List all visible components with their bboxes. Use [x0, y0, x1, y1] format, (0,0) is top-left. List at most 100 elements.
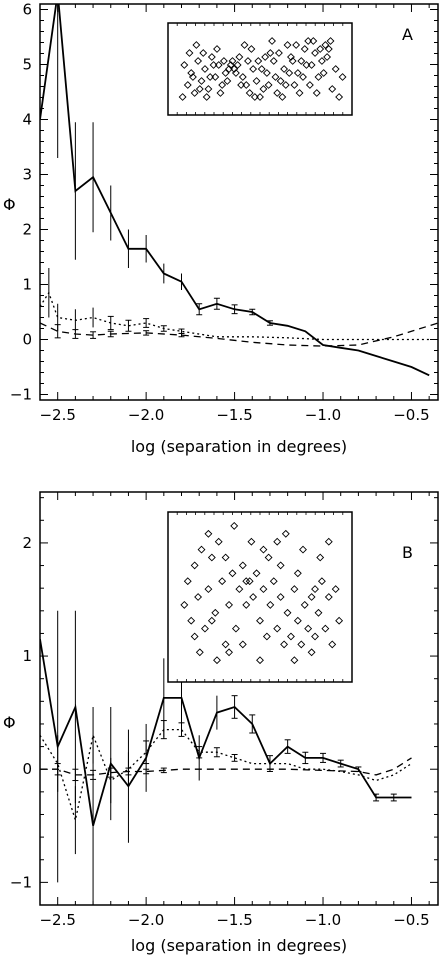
- inset-point: [247, 45, 256, 53]
- inset-point: [221, 69, 230, 77]
- inset-point: [250, 93, 259, 101]
- inset-point: [269, 57, 278, 65]
- series-line-dashed: [40, 757, 412, 776]
- inset-point: [207, 53, 216, 61]
- panel-a-inset: [167, 22, 353, 116]
- inset-point: [304, 624, 313, 633]
- inset-point: [307, 61, 316, 69]
- inset-point: [242, 577, 251, 586]
- inset-point: [214, 61, 223, 69]
- x-tick-label: −2.0: [128, 911, 164, 929]
- inset-point: [216, 89, 225, 97]
- inset-point: [262, 69, 271, 77]
- inset-point: [256, 93, 264, 101]
- inset-point: [276, 561, 285, 570]
- panel-a: −2.5 −2.0 −1.5 −1.0 −0.5 −1 0 1 2 3 4 5 6 A log (sep…: [3, 1, 439, 456]
- inset-point: [259, 545, 268, 554]
- panel-a-ylabel: Φ: [3, 195, 16, 214]
- inset-point: [190, 89, 199, 97]
- inset-point: [225, 600, 233, 609]
- inset-point: [299, 73, 307, 81]
- inset-point: [316, 45, 325, 53]
- inset-point: [249, 593, 258, 601]
- inset-point: [287, 632, 295, 641]
- y-tick-label: 1: [22, 276, 32, 294]
- inset-point: [276, 77, 285, 85]
- inset-point: [335, 93, 344, 101]
- y-tick-label: −1: [10, 873, 32, 891]
- inset-point: [259, 85, 268, 93]
- series-line-dotted: [40, 728, 412, 823]
- panel-b-inset: [167, 511, 353, 683]
- x-tick-label: −1.5: [216, 911, 252, 929]
- inset-point: [280, 65, 289, 73]
- inset-point: [273, 537, 282, 546]
- inset-point: [324, 45, 333, 53]
- x-tick-label: −1.5: [216, 406, 252, 424]
- y-tick-label: 2: [22, 221, 32, 239]
- inset-point: [321, 624, 330, 633]
- y-tick-label: 1: [22, 647, 32, 665]
- inset-point: [319, 69, 328, 77]
- inset-point: [331, 65, 340, 73]
- inset-point: [240, 41, 249, 49]
- inset-point: [235, 53, 244, 61]
- inset-point: [183, 81, 192, 89]
- inset-point: [202, 93, 211, 101]
- inset-point: [225, 648, 233, 657]
- inset-point: [237, 81, 246, 89]
- inset-point: [235, 585, 244, 594]
- inset-point: [257, 65, 266, 73]
- inset-point: [245, 577, 254, 586]
- panel-a-label: A: [402, 25, 413, 44]
- inset-point: [221, 640, 230, 649]
- inset-point: [245, 89, 254, 97]
- x-tick-label: −2.5: [39, 911, 75, 929]
- inset-point: [214, 537, 223, 546]
- inset-point: [264, 553, 273, 562]
- y-tick-label: 0: [22, 331, 32, 349]
- inset-point: [316, 553, 325, 562]
- inset-point: [211, 73, 220, 81]
- inset-point: [247, 537, 256, 546]
- inset-point: [259, 585, 268, 594]
- inset-point: [238, 561, 247, 570]
- inset-point: [252, 77, 261, 85]
- inset-point: [305, 81, 314, 89]
- inset-point: [302, 61, 311, 69]
- inset-point: [269, 577, 278, 586]
- inset-point: [287, 53, 295, 61]
- inset-point: [221, 553, 230, 562]
- inset-point: [309, 37, 318, 45]
- inset-point: [293, 616, 302, 625]
- panel-b-series: [40, 610, 412, 905]
- panel-a-frame: [39, 3, 439, 401]
- inset-point: [271, 73, 280, 81]
- inset-point: [213, 656, 221, 665]
- inset-point: [307, 648, 316, 657]
- inset-point: [324, 537, 333, 546]
- inset-point: [249, 65, 258, 73]
- inset-point: [307, 593, 316, 601]
- inset-point: [231, 624, 240, 633]
- inset-point: [326, 37, 335, 45]
- inset-point: [230, 65, 239, 73]
- inset-point: [201, 624, 209, 633]
- x-tick-label: −2.0: [128, 406, 164, 424]
- inset-point: [188, 73, 197, 81]
- inset-point: [261, 53, 270, 61]
- inset-point: [242, 81, 251, 89]
- inset-point: [201, 65, 209, 73]
- inset-point: [194, 593, 203, 601]
- inset-point: [290, 585, 299, 594]
- panel-a-series: [40, 4, 438, 377]
- inset-point: [280, 640, 289, 649]
- inset-point: [223, 77, 232, 85]
- inset-point: [293, 69, 302, 77]
- inset-point: [187, 69, 196, 77]
- inset-point: [207, 553, 216, 562]
- inset-point: [281, 81, 290, 89]
- inset-point: [295, 89, 304, 97]
- inset-point: [228, 57, 237, 65]
